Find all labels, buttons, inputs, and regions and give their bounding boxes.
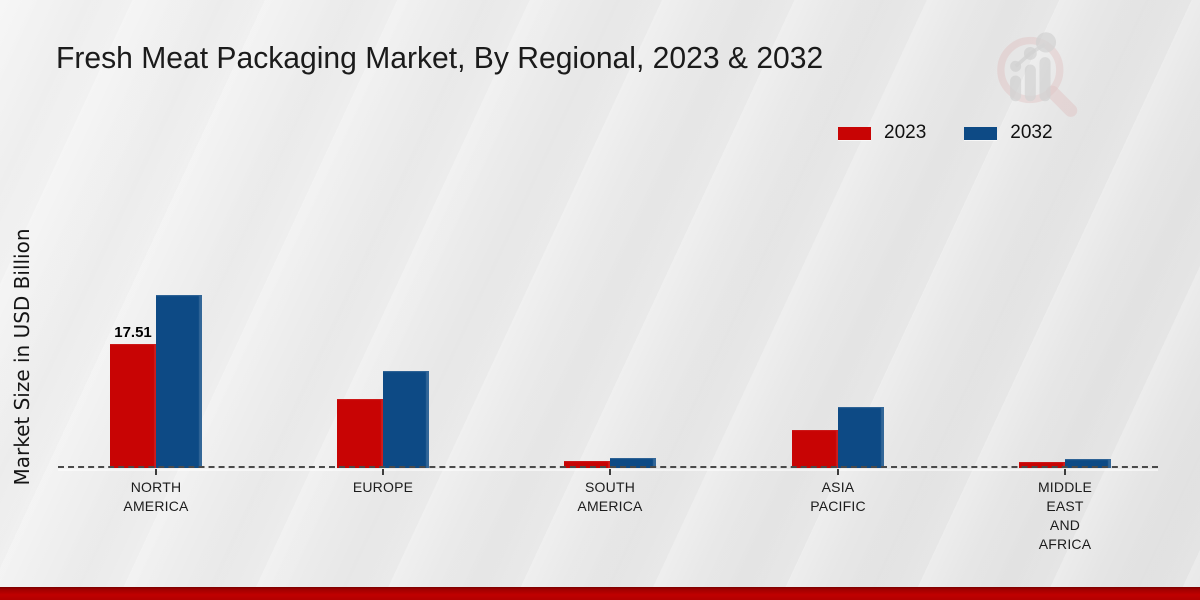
legend-label: 2023 [884,122,927,143]
bar-2023-asia-pacific [792,430,838,468]
brand-watermark [988,22,1080,118]
legend: 2023 2032 [838,122,1053,144]
bar-2032-south-america [610,458,656,468]
x-axis-label-south-america: SOUTH AMERICA [540,478,680,516]
x-axis-label-middle-east-and-africa: MIDDLE EAST AND AFRICA [995,478,1135,554]
x-axis-label-line: MIDDLE [1037,479,1093,495]
x-axis-tick [837,469,839,475]
bar-2023-south-america [564,461,610,468]
footer-band [0,587,1200,600]
x-axis-label-line: EAST [1046,498,1084,514]
x-axis-label-line: AND [1049,517,1081,533]
bar-2023-north-america [110,344,156,468]
magnifier-bar-chart-icon [997,32,1078,117]
x-axis-label-line: AMERICA [123,498,189,514]
bar-2032-europe [383,371,429,468]
x-axis-label-line: PACIFIC [810,498,866,514]
x-axis-label-line: AFRICA [1038,536,1092,552]
x-axis-label-north-america: NORTH AMERICA [86,478,226,516]
legend-label: 2032 [1010,122,1053,143]
x-axis-label-line: ASIA [821,479,855,495]
legend-swatch-2032 [964,126,998,140]
chart-title: Fresh Meat Packaging Market, By Regional… [56,40,824,75]
x-axis-label-line: AMERICA [577,498,643,514]
bar-2023-middle-east-and-africa [1019,462,1065,468]
x-axis-label-europe: EUROPE [313,478,453,497]
x-axis-label-line: EUROPE [352,479,414,495]
bar-2032-middle-east-and-africa [1065,459,1111,468]
x-axis-tick [609,469,611,475]
legend-item-2023: 2023 [838,122,926,144]
legend-item-2032: 2032 [964,122,1053,144]
x-axis-label-line: SOUTH [585,479,635,495]
bar-2032-north-america [156,295,202,468]
bar-2032-asia-pacific [838,407,884,468]
bar-2023-europe [337,399,383,468]
x-axis-tick [382,469,384,475]
bar-value-label: 17.51 [114,324,152,341]
x-axis-label-line: NORTH [130,479,182,495]
legend-swatch-2023 [838,126,871,140]
x-axis-tick [155,469,157,475]
x-axis-tick [1064,469,1066,475]
zero-baseline [58,466,1158,469]
x-axis-label-asia-pacific: ASIA PACIFIC [768,478,908,516]
